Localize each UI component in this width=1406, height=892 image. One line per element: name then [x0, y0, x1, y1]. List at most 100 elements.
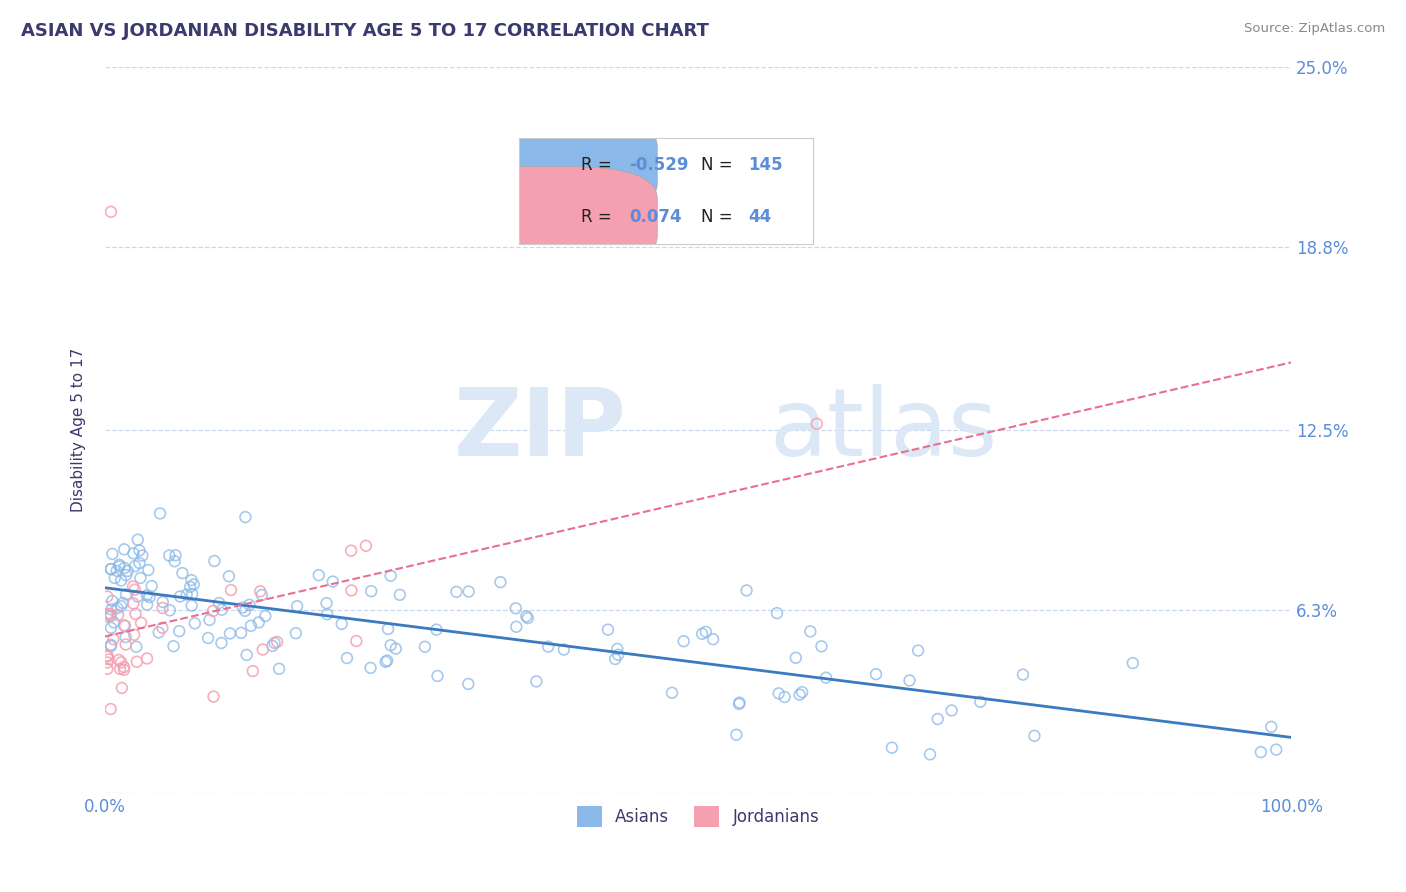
Point: [354, 539, 377, 553]
Point: [103, 615, 125, 630]
Point: [129, 615, 152, 630]
Point: [100, 562, 122, 576]
Point: [815, 671, 838, 685]
Point: [537, 640, 560, 654]
Point: [247, 615, 270, 630]
Point: [880, 740, 903, 755]
Point: [125, 640, 148, 654]
Point: [96, 662, 118, 676]
Point: [115, 568, 138, 582]
Point: [115, 587, 138, 601]
Point: [219, 626, 242, 640]
Point: [229, 626, 252, 640]
Point: [162, 639, 184, 653]
Point: [141, 579, 163, 593]
Point: [197, 631, 219, 645]
Point: [239, 619, 262, 633]
Point: [254, 609, 277, 624]
Point: [380, 568, 402, 582]
Point: [596, 623, 619, 637]
Point: [380, 638, 402, 652]
Point: [136, 598, 159, 612]
Point: [457, 677, 479, 691]
Point: [606, 641, 628, 656]
Text: ASIAN VS JORDANIAN DISABILITY AGE 5 TO 17 CORRELATION CHART: ASIAN VS JORDANIAN DISABILITY AGE 5 TO 1…: [21, 22, 709, 40]
Point: [1012, 667, 1035, 681]
Text: 0.074: 0.074: [630, 208, 682, 227]
Point: [169, 590, 191, 604]
Point: [176, 588, 198, 602]
Point: [101, 547, 124, 561]
Point: [110, 656, 132, 670]
Point: [792, 685, 814, 699]
Point: [426, 669, 449, 683]
Point: [129, 571, 152, 585]
Point: [149, 507, 172, 521]
Point: [785, 650, 807, 665]
Point: [122, 546, 145, 560]
Point: [773, 690, 796, 704]
Point: [202, 690, 225, 704]
Point: [100, 602, 122, 616]
Point: [135, 588, 157, 602]
Point: [127, 590, 149, 604]
Point: [969, 695, 991, 709]
Point: [112, 660, 135, 674]
Point: [388, 588, 411, 602]
Point: [125, 655, 148, 669]
Text: N =: N =: [702, 208, 744, 227]
Point: [110, 599, 132, 614]
Point: [152, 601, 174, 615]
Point: [927, 712, 949, 726]
Point: [211, 636, 233, 650]
Point: [159, 603, 181, 617]
Point: [262, 639, 284, 653]
Point: [728, 696, 751, 710]
Y-axis label: Disability Age 5 to 17: Disability Age 5 to 17: [72, 348, 86, 512]
Point: [766, 606, 789, 620]
Point: [267, 662, 290, 676]
Point: [112, 561, 135, 575]
Point: [1024, 729, 1046, 743]
Point: [114, 638, 136, 652]
Text: 44: 44: [748, 208, 772, 227]
Point: [167, 624, 190, 639]
Point: [112, 618, 135, 632]
Point: [100, 702, 122, 716]
Point: [505, 620, 527, 634]
Point: [672, 634, 695, 648]
Point: [100, 638, 122, 652]
Point: [340, 583, 363, 598]
Point: [128, 556, 150, 570]
Point: [263, 636, 285, 650]
Point: [202, 554, 225, 568]
Point: [131, 549, 153, 563]
Point: [285, 599, 308, 614]
Point: [122, 579, 145, 593]
Point: [918, 747, 941, 762]
Point: [1122, 656, 1144, 670]
Point: [284, 626, 307, 640]
Point: [553, 642, 575, 657]
Point: [111, 681, 134, 695]
Point: [266, 635, 288, 649]
Point: [446, 584, 468, 599]
Point: [108, 662, 131, 676]
FancyBboxPatch shape: [443, 114, 657, 216]
Point: [806, 417, 828, 431]
Point: [1250, 745, 1272, 759]
Point: [725, 728, 748, 742]
Point: [136, 563, 159, 577]
Point: [122, 628, 145, 642]
Point: [789, 688, 811, 702]
Point: [516, 611, 538, 625]
Point: [898, 673, 921, 688]
Point: [100, 204, 122, 219]
Point: [702, 632, 724, 647]
Point: [242, 664, 264, 678]
Point: [233, 604, 256, 618]
Point: [184, 616, 207, 631]
Text: ZIP: ZIP: [454, 384, 627, 475]
Point: [250, 588, 273, 602]
Point: [96, 648, 118, 663]
